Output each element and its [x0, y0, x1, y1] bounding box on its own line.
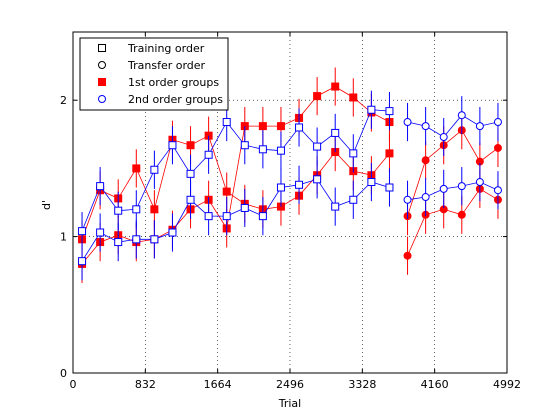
- legend-label: Transfer order: [127, 59, 206, 72]
- data-point-circle: [493, 143, 502, 152]
- data-point-circle: [421, 122, 430, 131]
- data-point-square: [132, 235, 141, 244]
- data-point-square: [385, 149, 394, 158]
- data-point-square: [258, 145, 267, 154]
- y-tick-label: 1: [60, 231, 67, 244]
- data-point-square: [331, 202, 340, 211]
- data-point-circle: [421, 193, 430, 202]
- legend-label: 1st order groups: [128, 76, 219, 89]
- data-point-square: [132, 164, 141, 173]
- data-series: [78, 90, 394, 251]
- y-axis-label: d': [40, 200, 53, 210]
- x-tick-label: 4992: [493, 378, 521, 391]
- data-point-square: [276, 183, 285, 192]
- data-point-square: [222, 118, 231, 127]
- data-point-square: [186, 195, 195, 204]
- data-point-square: [96, 182, 105, 191]
- legend-label: Training order: [127, 42, 205, 55]
- data-point-square: [114, 238, 123, 247]
- data-point-square: [168, 141, 177, 150]
- data-point-circle: [421, 156, 430, 165]
- legend-items: Training order Transfer order 1st order gr…: [98, 42, 223, 106]
- legend-marker-square: [98, 44, 106, 52]
- data-point-square: [258, 122, 267, 131]
- data-point-square: [331, 82, 340, 91]
- legend: Training order Transfer order 1st order gr…: [79, 37, 229, 111]
- data-point-square: [313, 175, 322, 184]
- data-point-circle: [457, 111, 466, 120]
- data-point-square: [96, 228, 105, 237]
- data-point-square: [78, 257, 87, 266]
- data-point-square: [313, 92, 322, 101]
- legend-marker-circle: [98, 95, 106, 103]
- legend-marker-circle: [98, 61, 106, 69]
- data-point-square: [150, 205, 159, 214]
- data-point-square: [313, 142, 322, 151]
- legend-entry: Transfer order: [98, 59, 206, 72]
- data-point-circle: [439, 133, 448, 142]
- data-point-square: [186, 169, 195, 178]
- data-point-square: [349, 149, 358, 158]
- legend-label: 2nd order groups: [128, 93, 223, 106]
- data-series: [403, 96, 502, 157]
- y-tick-label: 0: [60, 367, 67, 380]
- series-layer: [78, 67, 502, 283]
- legend-marker-square: [98, 78, 106, 86]
- data-point-circle: [403, 195, 412, 204]
- data-point-square: [385, 107, 394, 116]
- x-tick-label: 2496: [276, 378, 304, 391]
- data-point-circle: [475, 178, 484, 187]
- data-point-square: [240, 203, 249, 212]
- y-tick-label: 2: [60, 94, 67, 107]
- data-point-square: [168, 228, 177, 237]
- data-point-square: [385, 183, 394, 192]
- data-point-square: [78, 227, 87, 236]
- data-point-square: [222, 187, 231, 196]
- data-point-square: [349, 93, 358, 102]
- data-point-square: [295, 123, 304, 132]
- data-point-square: [258, 212, 267, 221]
- data-point-square: [367, 105, 376, 114]
- data-point-circle: [475, 122, 484, 131]
- tick-layer: 0 832 1664 2496 3328 4160 4992 0 1 2: [60, 32, 521, 391]
- data-point-square: [295, 180, 304, 189]
- x-tick-label: 1664: [204, 378, 232, 391]
- data-point-square: [132, 205, 141, 214]
- x-tick-label: 0: [70, 378, 77, 391]
- data-point-circle: [493, 186, 502, 195]
- data-point-square: [367, 178, 376, 187]
- data-point-square: [150, 165, 159, 174]
- x-tick-label: 832: [135, 378, 156, 391]
- legend-entry: 1st order groups: [98, 76, 219, 89]
- data-point-square: [240, 141, 249, 150]
- data-point-square: [150, 235, 159, 244]
- legend-entry: Training order: [98, 42, 205, 55]
- data-point-square: [186, 141, 195, 150]
- x-axis-label: Trial: [278, 397, 301, 410]
- x-tick-label: 3328: [348, 378, 376, 391]
- data-point-circle: [457, 210, 466, 219]
- data-point-square: [114, 206, 123, 215]
- data-point-square: [276, 122, 285, 131]
- legend-entry: 2nd order groups: [98, 93, 223, 106]
- data-point-square: [331, 128, 340, 137]
- data-point-circle: [457, 182, 466, 191]
- data-point-square: [204, 212, 213, 221]
- data-series: [403, 162, 502, 219]
- data-series: [78, 160, 394, 281]
- data-series: [403, 169, 502, 275]
- data-point-circle: [403, 251, 412, 260]
- data-point-circle: [493, 118, 502, 127]
- data-point-square: [222, 212, 231, 221]
- data-point-square: [349, 195, 358, 204]
- x-tick-label: 4160: [421, 378, 449, 391]
- data-point-circle: [403, 118, 412, 127]
- data-point-square: [204, 150, 213, 159]
- data-point-circle: [439, 184, 448, 193]
- data-point-square: [276, 146, 285, 155]
